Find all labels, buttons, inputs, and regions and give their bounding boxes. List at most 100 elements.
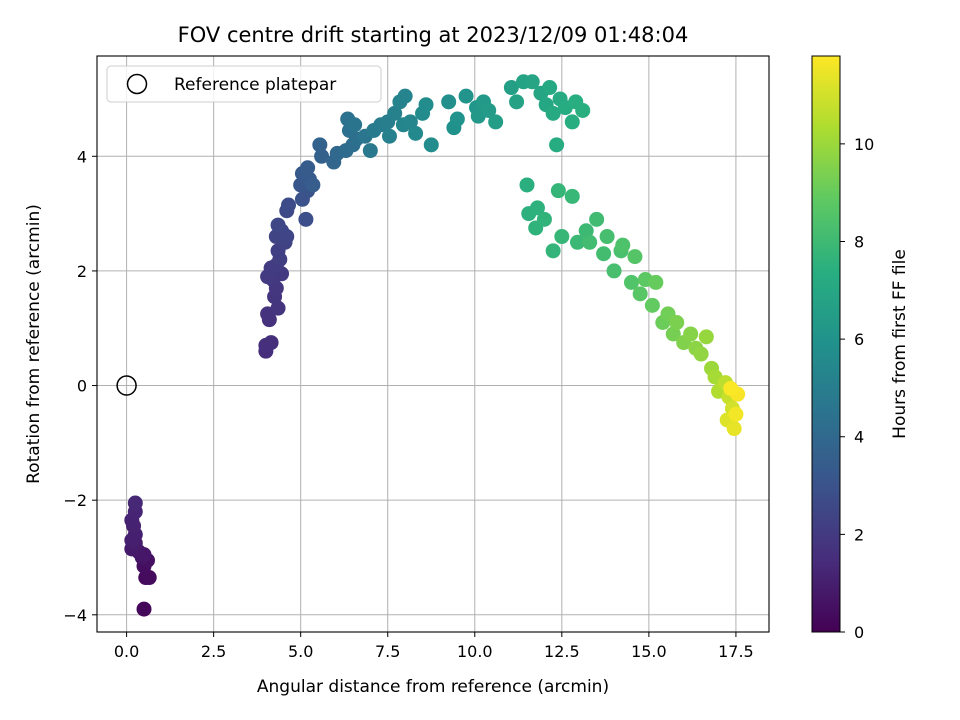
data-point	[554, 229, 570, 245]
data-point	[606, 263, 622, 279]
data-point	[503, 80, 519, 96]
data-point	[141, 570, 157, 586]
data-point	[381, 128, 397, 144]
data-point	[300, 160, 316, 176]
colorbar-tick-label: 10	[854, 135, 874, 154]
x-axis: 0.0 2.5 5.0 7.5 10.0 12.5 15.0 17.5	[114, 632, 754, 661]
data-point	[441, 94, 457, 110]
data-point	[263, 335, 279, 351]
x-tick-label: 12.5	[544, 642, 580, 661]
data-point	[488, 114, 504, 130]
data-point	[509, 94, 525, 110]
data-point	[397, 88, 413, 104]
colorbar-gradient	[811, 55, 841, 633]
y-tick-label: 2	[77, 262, 87, 281]
x-tick-label: 17.5	[718, 642, 754, 661]
data-point	[536, 211, 552, 227]
colorbar-tick-label: 8	[854, 232, 864, 251]
data-point	[458, 88, 474, 104]
grid	[97, 56, 769, 632]
data-point	[698, 329, 714, 345]
data-point	[596, 246, 612, 262]
data-point	[387, 105, 403, 121]
y-tick-label: −4	[63, 606, 87, 625]
colorbar: 0 2 4 6 8 10 Hours from first FF file	[811, 55, 910, 642]
y-tick-label: 4	[77, 147, 87, 166]
x-axis-label: Angular distance from reference (arcmin)	[257, 677, 609, 697]
data-point	[575, 102, 591, 118]
data-point	[550, 183, 566, 199]
data-point	[362, 143, 378, 159]
data-point	[549, 137, 565, 153]
data-point	[402, 114, 418, 130]
y-axis-label: Rotation from reference (arcmin)	[24, 204, 44, 484]
data-point	[599, 229, 615, 245]
colorbar-ticks: 0 2 4 6 8 10	[840, 135, 874, 642]
data-point	[726, 421, 742, 437]
data-point	[589, 211, 605, 227]
data-points	[124, 74, 746, 617]
data-point	[136, 547, 152, 563]
data-point	[529, 200, 545, 216]
data-point	[418, 97, 434, 113]
chart-title: FOV centre drift starting at 2023/12/09 …	[178, 23, 689, 47]
data-point	[347, 117, 363, 133]
data-point	[449, 111, 465, 127]
x-tick-label: 0.0	[114, 642, 139, 661]
data-point	[481, 102, 497, 118]
data-point	[136, 601, 152, 617]
colorbar-tick-label: 0	[854, 623, 864, 642]
data-point	[127, 495, 143, 511]
legend-box	[106, 65, 382, 103]
x-tick-label: 10.0	[457, 642, 493, 661]
colorbar-tick-label: 6	[854, 330, 864, 349]
data-point	[270, 300, 286, 316]
x-tick-label: 2.5	[201, 642, 226, 661]
data-point	[279, 229, 295, 245]
y-tick-label: 0	[77, 377, 87, 396]
data-point	[648, 274, 664, 290]
data-point	[312, 137, 328, 153]
data-point	[728, 406, 744, 422]
data-point	[632, 286, 648, 302]
data-point	[569, 234, 585, 250]
data-point	[408, 125, 424, 141]
data-point	[723, 380, 739, 396]
colorbar-tick-label: 4	[854, 428, 864, 447]
data-point	[542, 80, 558, 96]
data-point	[669, 315, 685, 331]
data-point	[564, 188, 580, 204]
data-point	[578, 223, 594, 239]
data-point	[281, 197, 297, 213]
x-tick-label: 15.0	[631, 642, 667, 661]
reference-marker	[116, 375, 137, 396]
data-point	[665, 326, 681, 342]
data-point	[582, 234, 598, 250]
data-point	[545, 243, 561, 259]
x-tick-label: 5.0	[288, 642, 313, 661]
data-point	[693, 346, 709, 362]
data-point	[524, 74, 540, 90]
data-point	[423, 137, 439, 153]
legend-label: Reference platepar	[174, 75, 336, 95]
x-tick-label: 7.5	[375, 642, 400, 661]
colorbar-tick-label: 2	[854, 525, 864, 544]
data-point	[644, 297, 660, 313]
data-point	[623, 274, 639, 290]
data-point	[627, 249, 643, 265]
colorbar-label: Hours from first FF file	[890, 249, 910, 439]
data-point	[615, 237, 631, 253]
data-point	[564, 114, 580, 130]
data-point	[545, 105, 561, 121]
data-point	[305, 177, 321, 193]
legend-marker	[126, 73, 148, 95]
data-point	[683, 326, 699, 342]
plot-frame	[96, 55, 770, 633]
data-point	[270, 217, 286, 233]
legend: Reference platepar	[106, 65, 382, 103]
data-point	[298, 211, 314, 227]
y-axis: −4 −2 0 2 4	[63, 147, 97, 625]
y-tick-label: −2	[63, 491, 87, 510]
data-point	[314, 148, 330, 164]
